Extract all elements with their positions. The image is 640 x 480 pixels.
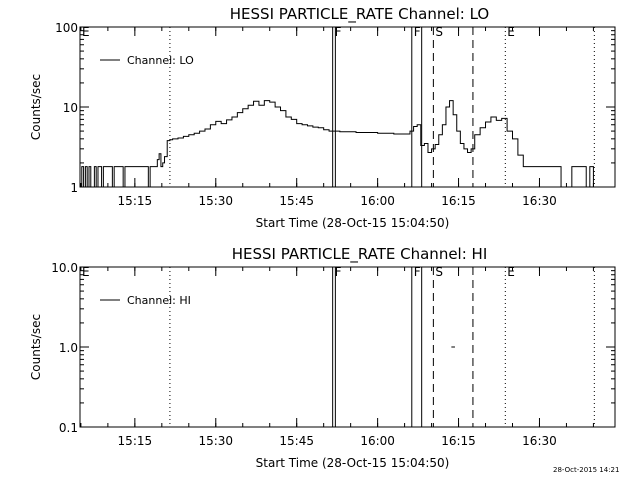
timestamp: 28-Oct-2015 14:21	[553, 466, 620, 474]
chart-title: HESSI PARTICLE_RATE Channel: HI	[232, 245, 488, 264]
x-tick-label: 16:00	[360, 194, 395, 208]
data-line-series-1	[80, 100, 594, 188]
plot-frame	[79, 266, 616, 428]
flag-label: F	[414, 25, 421, 39]
x-axis-label: Start Time (28-Oct-15 15:04:50)	[256, 216, 450, 230]
y-tick-label: 10.0	[51, 261, 78, 275]
flag-label: F	[335, 25, 342, 39]
flag-label: E	[82, 25, 90, 39]
y-tick-label: 10	[63, 101, 78, 115]
x-tick-label: 16:30	[522, 194, 557, 208]
legend-label: Channel: HI	[127, 294, 191, 307]
legend-label: Channel: LO	[127, 54, 194, 67]
chart-panel-1: HESSI PARTICLE_RATE Channel: LO Start Tim…	[29, 5, 616, 230]
x-tick-label: 15:30	[198, 194, 233, 208]
flag-label: F	[414, 265, 421, 279]
x-tick-label: 15:15	[118, 434, 153, 448]
chart-title: HESSI PARTICLE_RATE Channel: LO	[230, 5, 489, 24]
y-tick-label: 1	[70, 181, 78, 195]
flag-label: F	[335, 265, 342, 279]
flag-label: E	[507, 265, 515, 279]
x-tick-label: 15:30	[198, 434, 233, 448]
flag-label: S	[435, 265, 443, 279]
y-axis-label: Counts/sec	[29, 314, 43, 380]
x-tick-label: 15:45	[279, 194, 314, 208]
x-tick-label: 16:15	[441, 434, 476, 448]
chart-panel-2: HESSI PARTICLE_RATE Channel: HI Start Tim…	[29, 245, 616, 470]
y-tick-label: 100	[55, 21, 78, 35]
y-tick-label: 0.1	[59, 421, 78, 435]
y-tick-label: 1.0	[59, 341, 78, 355]
x-tick-label: 15:15	[118, 194, 153, 208]
x-tick-label: 15:45	[279, 434, 314, 448]
x-tick-label: 16:15	[441, 194, 476, 208]
plot-frame	[79, 26, 616, 188]
flag-label: E	[82, 265, 90, 279]
x-tick-label: 16:00	[360, 434, 395, 448]
flag-label: S	[435, 25, 443, 39]
y-axis-label: Counts/sec	[29, 74, 43, 140]
x-axis-label: Start Time (28-Oct-15 15:04:50)	[256, 456, 450, 470]
x-tick-label: 16:30	[522, 434, 557, 448]
flag-label: E	[507, 25, 515, 39]
